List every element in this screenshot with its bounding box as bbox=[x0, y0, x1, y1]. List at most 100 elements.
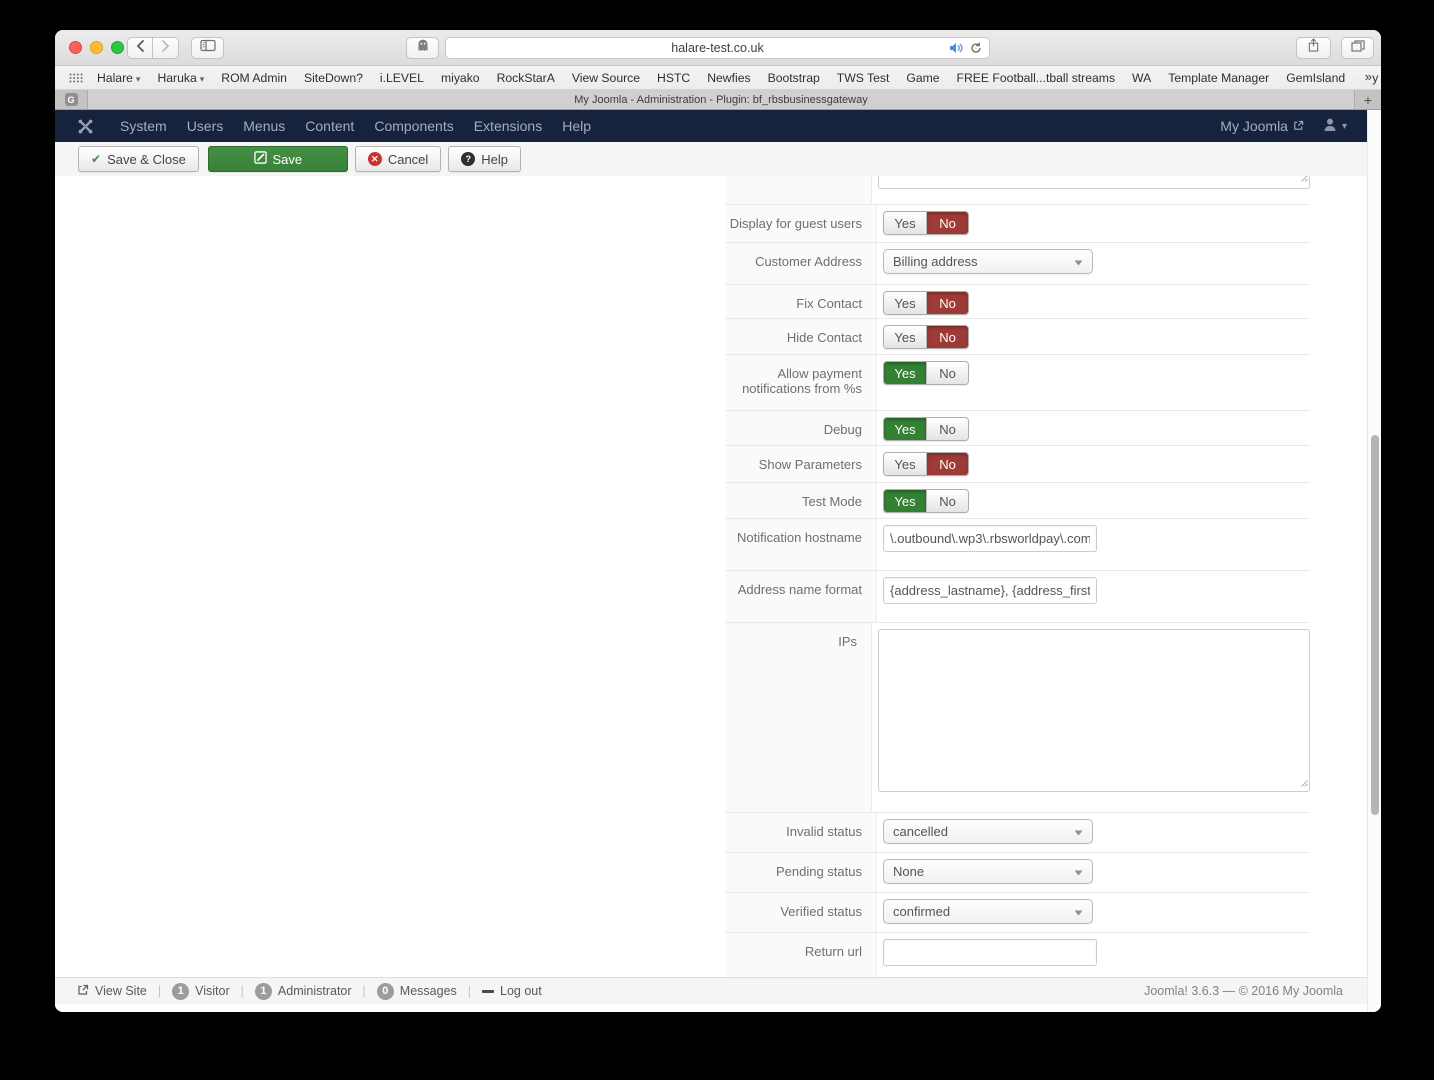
save-close-button[interactable]: ✔ Save & Close bbox=[78, 146, 199, 172]
field-label: Show Parameters bbox=[725, 446, 877, 482]
check-icon: ✔ bbox=[91, 152, 102, 166]
bookmark-item[interactable]: WA bbox=[1132, 70, 1152, 85]
verified-status-select[interactable]: confirmed bbox=[883, 899, 1093, 924]
title-bar: halare-test.co.uk bbox=[55, 30, 1381, 66]
toggle-no-button[interactable]: No bbox=[926, 292, 968, 314]
address-name-format-input[interactable] bbox=[883, 577, 1097, 604]
toggle-no-button[interactable]: No bbox=[926, 362, 968, 384]
zoom-window-button[interactable] bbox=[111, 41, 124, 54]
administrator-counter[interactable]: 1 Administrator bbox=[254, 982, 352, 1000]
bookmark-item[interactable]: FREE Football...tball streams bbox=[956, 70, 1116, 85]
sidebar-toggle-button[interactable] bbox=[191, 37, 224, 59]
field-label: Invalid status bbox=[725, 813, 877, 852]
bookmark-item[interactable]: Newfies bbox=[707, 70, 751, 85]
bookmark-item[interactable]: HSTC bbox=[657, 70, 691, 85]
form-row: Allow payment notifications from %s Yes … bbox=[725, 355, 1310, 411]
form-row: Display for guest users Yes No bbox=[725, 205, 1310, 243]
visitor-counter[interactable]: 1 Visitor bbox=[172, 982, 230, 1000]
bookmark-item[interactable]: i.LEVEL bbox=[379, 70, 424, 85]
form-row: Debug Yes No bbox=[725, 411, 1310, 446]
back-button[interactable] bbox=[127, 37, 153, 59]
bookmark-item[interactable]: miyako bbox=[440, 70, 480, 85]
toggle-yes-button[interactable]: Yes bbox=[884, 453, 926, 475]
toggle-no-button[interactable]: No bbox=[926, 453, 968, 475]
close-window-button[interactable] bbox=[69, 41, 82, 54]
chevron-down-icon: ▾ bbox=[1341, 120, 1347, 132]
toggle-yes-button[interactable]: Yes bbox=[884, 326, 926, 348]
help-button[interactable]: ? Help bbox=[448, 146, 522, 172]
save-button[interactable]: Save bbox=[207, 146, 348, 172]
user-icon bbox=[1322, 117, 1338, 136]
count-badge: 0 bbox=[376, 982, 394, 1000]
toggle-no-button[interactable]: No bbox=[926, 418, 968, 440]
toggle-yes-button[interactable]: Yes bbox=[884, 212, 926, 234]
chevron-down-icon bbox=[1074, 904, 1083, 919]
bookmark-item[interactable]: Bootstrap bbox=[767, 70, 820, 85]
new-tab-button[interactable]: + bbox=[1354, 90, 1381, 109]
nav-item-content[interactable]: Content bbox=[305, 118, 355, 134]
field-label: Customer Address bbox=[725, 243, 877, 284]
back-icon bbox=[136, 39, 145, 57]
active-tab[interactable]: My Joomla - Administration - Plugin: bf_… bbox=[88, 90, 1354, 109]
bookmark-item[interactable]: Template Manager bbox=[1168, 70, 1270, 85]
plus-icon: + bbox=[1363, 91, 1373, 108]
log-out-link[interactable]: Log out bbox=[482, 984, 542, 998]
toggle-no-button[interactable]: No bbox=[926, 490, 968, 512]
tabs-icon bbox=[1350, 39, 1365, 57]
toggle-no-button[interactable]: No bbox=[926, 326, 968, 348]
bookmarks-overflow-button[interactable]: » bbox=[1358, 69, 1372, 84]
bookmark-item[interactable]: ROM Admin bbox=[221, 70, 287, 85]
pinned-tab[interactable]: G bbox=[55, 90, 88, 109]
nav-item-components[interactable]: Components bbox=[374, 118, 454, 134]
view-site-link[interactable]: My Joomla bbox=[1220, 118, 1304, 134]
toggle-yes-button[interactable]: Yes bbox=[884, 292, 926, 314]
cancel-button[interactable]: ✕ Cancel bbox=[354, 146, 442, 172]
field-label: Address name format bbox=[725, 571, 877, 622]
address-bar[interactable]: halare-test.co.uk bbox=[445, 37, 990, 59]
minimize-window-button[interactable] bbox=[90, 41, 103, 54]
bookmarks-bar: Halare ▾ Haruka ▾ ROM Admin SiteDown? i.LE… bbox=[55, 66, 1381, 90]
messages-counter[interactable]: 0 Messages bbox=[376, 982, 457, 1000]
bookmark-item[interactable]: GemIsland bbox=[1286, 70, 1346, 85]
bookmark-folder[interactable]: Halare ▾ bbox=[97, 70, 141, 85]
ghostery-extension-button[interactable] bbox=[406, 37, 439, 59]
forward-button[interactable] bbox=[153, 37, 179, 59]
scrollbar-thumb[interactable] bbox=[1371, 435, 1379, 815]
toggle-yes-button[interactable]: Yes bbox=[884, 418, 926, 440]
bookmark-item[interactable]: RockStarA bbox=[496, 70, 555, 85]
pending-status-select[interactable]: None bbox=[883, 859, 1093, 884]
tab-overview-button[interactable] bbox=[1341, 37, 1374, 59]
view-site-link[interactable]: View Site bbox=[77, 984, 147, 999]
share-button[interactable] bbox=[1296, 37, 1331, 59]
bookmarks-grid-icon[interactable] bbox=[69, 73, 83, 83]
bookmark-item[interactable]: View Source bbox=[571, 70, 641, 85]
invalid-status-select[interactable]: cancelled bbox=[883, 819, 1093, 844]
bookmark-item[interactable]: SiteDown? bbox=[303, 70, 363, 85]
form-row: Test Mode Yes No bbox=[725, 483, 1310, 519]
ips-textarea[interactable] bbox=[878, 629, 1310, 792]
bookmark-item[interactable]: TWS Test bbox=[836, 70, 890, 85]
toggle-yes-button[interactable]: Yes bbox=[884, 362, 926, 384]
toggle-no-button[interactable]: No bbox=[926, 212, 968, 234]
form-row: Notification hostname bbox=[725, 519, 1310, 571]
nav-item-system[interactable]: System bbox=[120, 118, 167, 134]
field-label: Allow payment notifications from %s bbox=[725, 355, 877, 410]
chevron-down-icon: ▾ bbox=[135, 73, 141, 84]
field-label: Debug bbox=[725, 411, 877, 445]
notification-hostname-input[interactable] bbox=[883, 525, 1097, 552]
bookmark-folder[interactable]: Haruka ▾ bbox=[157, 70, 205, 85]
textarea-bottom-fragment[interactable] bbox=[878, 176, 1310, 189]
nav-item-users[interactable]: Users bbox=[186, 118, 224, 134]
user-menu[interactable]: ▾ bbox=[1322, 117, 1347, 136]
nav-item-menus[interactable]: Menus bbox=[243, 118, 286, 134]
return-url-input[interactable] bbox=[883, 939, 1097, 966]
bookmark-item[interactable]: Game bbox=[906, 70, 940, 85]
audio-mute-icon[interactable] bbox=[949, 42, 963, 57]
customer-address-select[interactable]: Billing address bbox=[883, 249, 1093, 274]
nav-item-extensions[interactable]: Extensions bbox=[473, 118, 543, 134]
share-icon bbox=[1307, 38, 1320, 58]
toggle-yes-button[interactable]: Yes bbox=[884, 490, 926, 512]
nav-item-help[interactable]: Help bbox=[562, 118, 591, 134]
reload-icon[interactable] bbox=[970, 42, 982, 57]
page-scrollbar[interactable] bbox=[1367, 110, 1381, 1012]
